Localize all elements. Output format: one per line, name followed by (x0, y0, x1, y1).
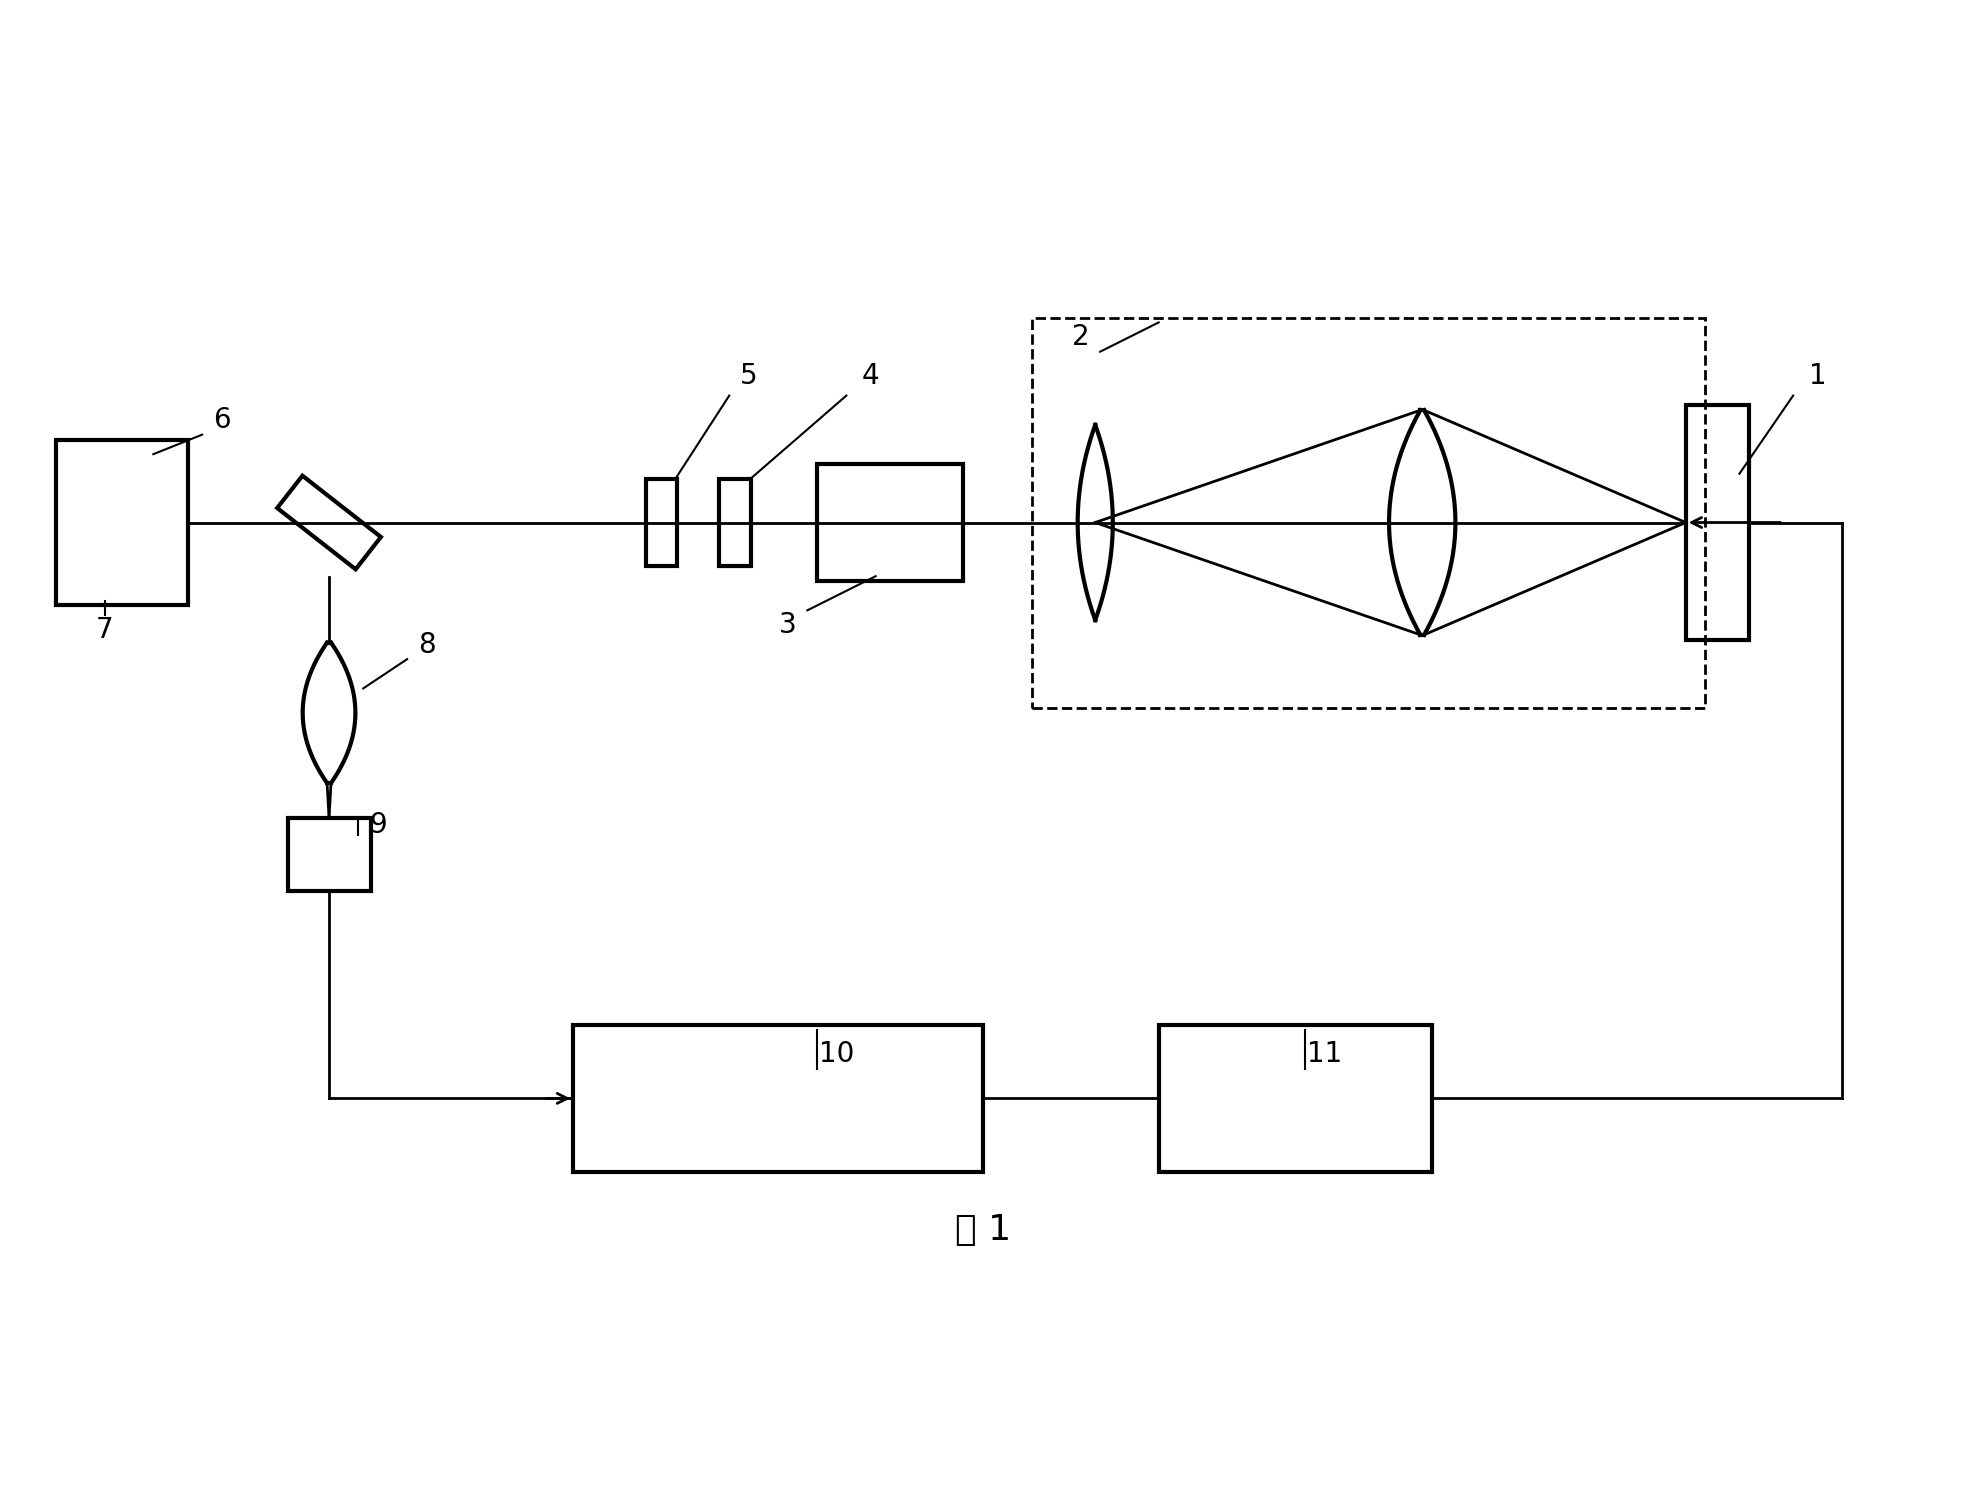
Bar (287, 817, 370, 890)
Bar (1158, 1025, 1431, 1171)
Text: 10: 10 (820, 1040, 855, 1068)
Bar (720, 478, 751, 566)
Bar (55, 439, 187, 605)
Text: 图 1: 图 1 (955, 1213, 1011, 1247)
Text: 3: 3 (779, 611, 796, 639)
Text: 5: 5 (739, 362, 757, 390)
Text: 2: 2 (1071, 323, 1089, 351)
Text: 1: 1 (1809, 362, 1826, 390)
Text: 8: 8 (419, 630, 434, 659)
Text: 4: 4 (861, 362, 879, 390)
Text: 11: 11 (1307, 1040, 1343, 1068)
Text: 9: 9 (370, 811, 387, 840)
Bar (647, 478, 678, 566)
Bar (818, 465, 963, 581)
Polygon shape (277, 475, 381, 569)
Bar (1032, 318, 1705, 708)
Bar (1685, 405, 1750, 639)
Text: 7: 7 (96, 616, 114, 644)
Bar (572, 1025, 983, 1171)
Text: 6: 6 (212, 406, 230, 435)
